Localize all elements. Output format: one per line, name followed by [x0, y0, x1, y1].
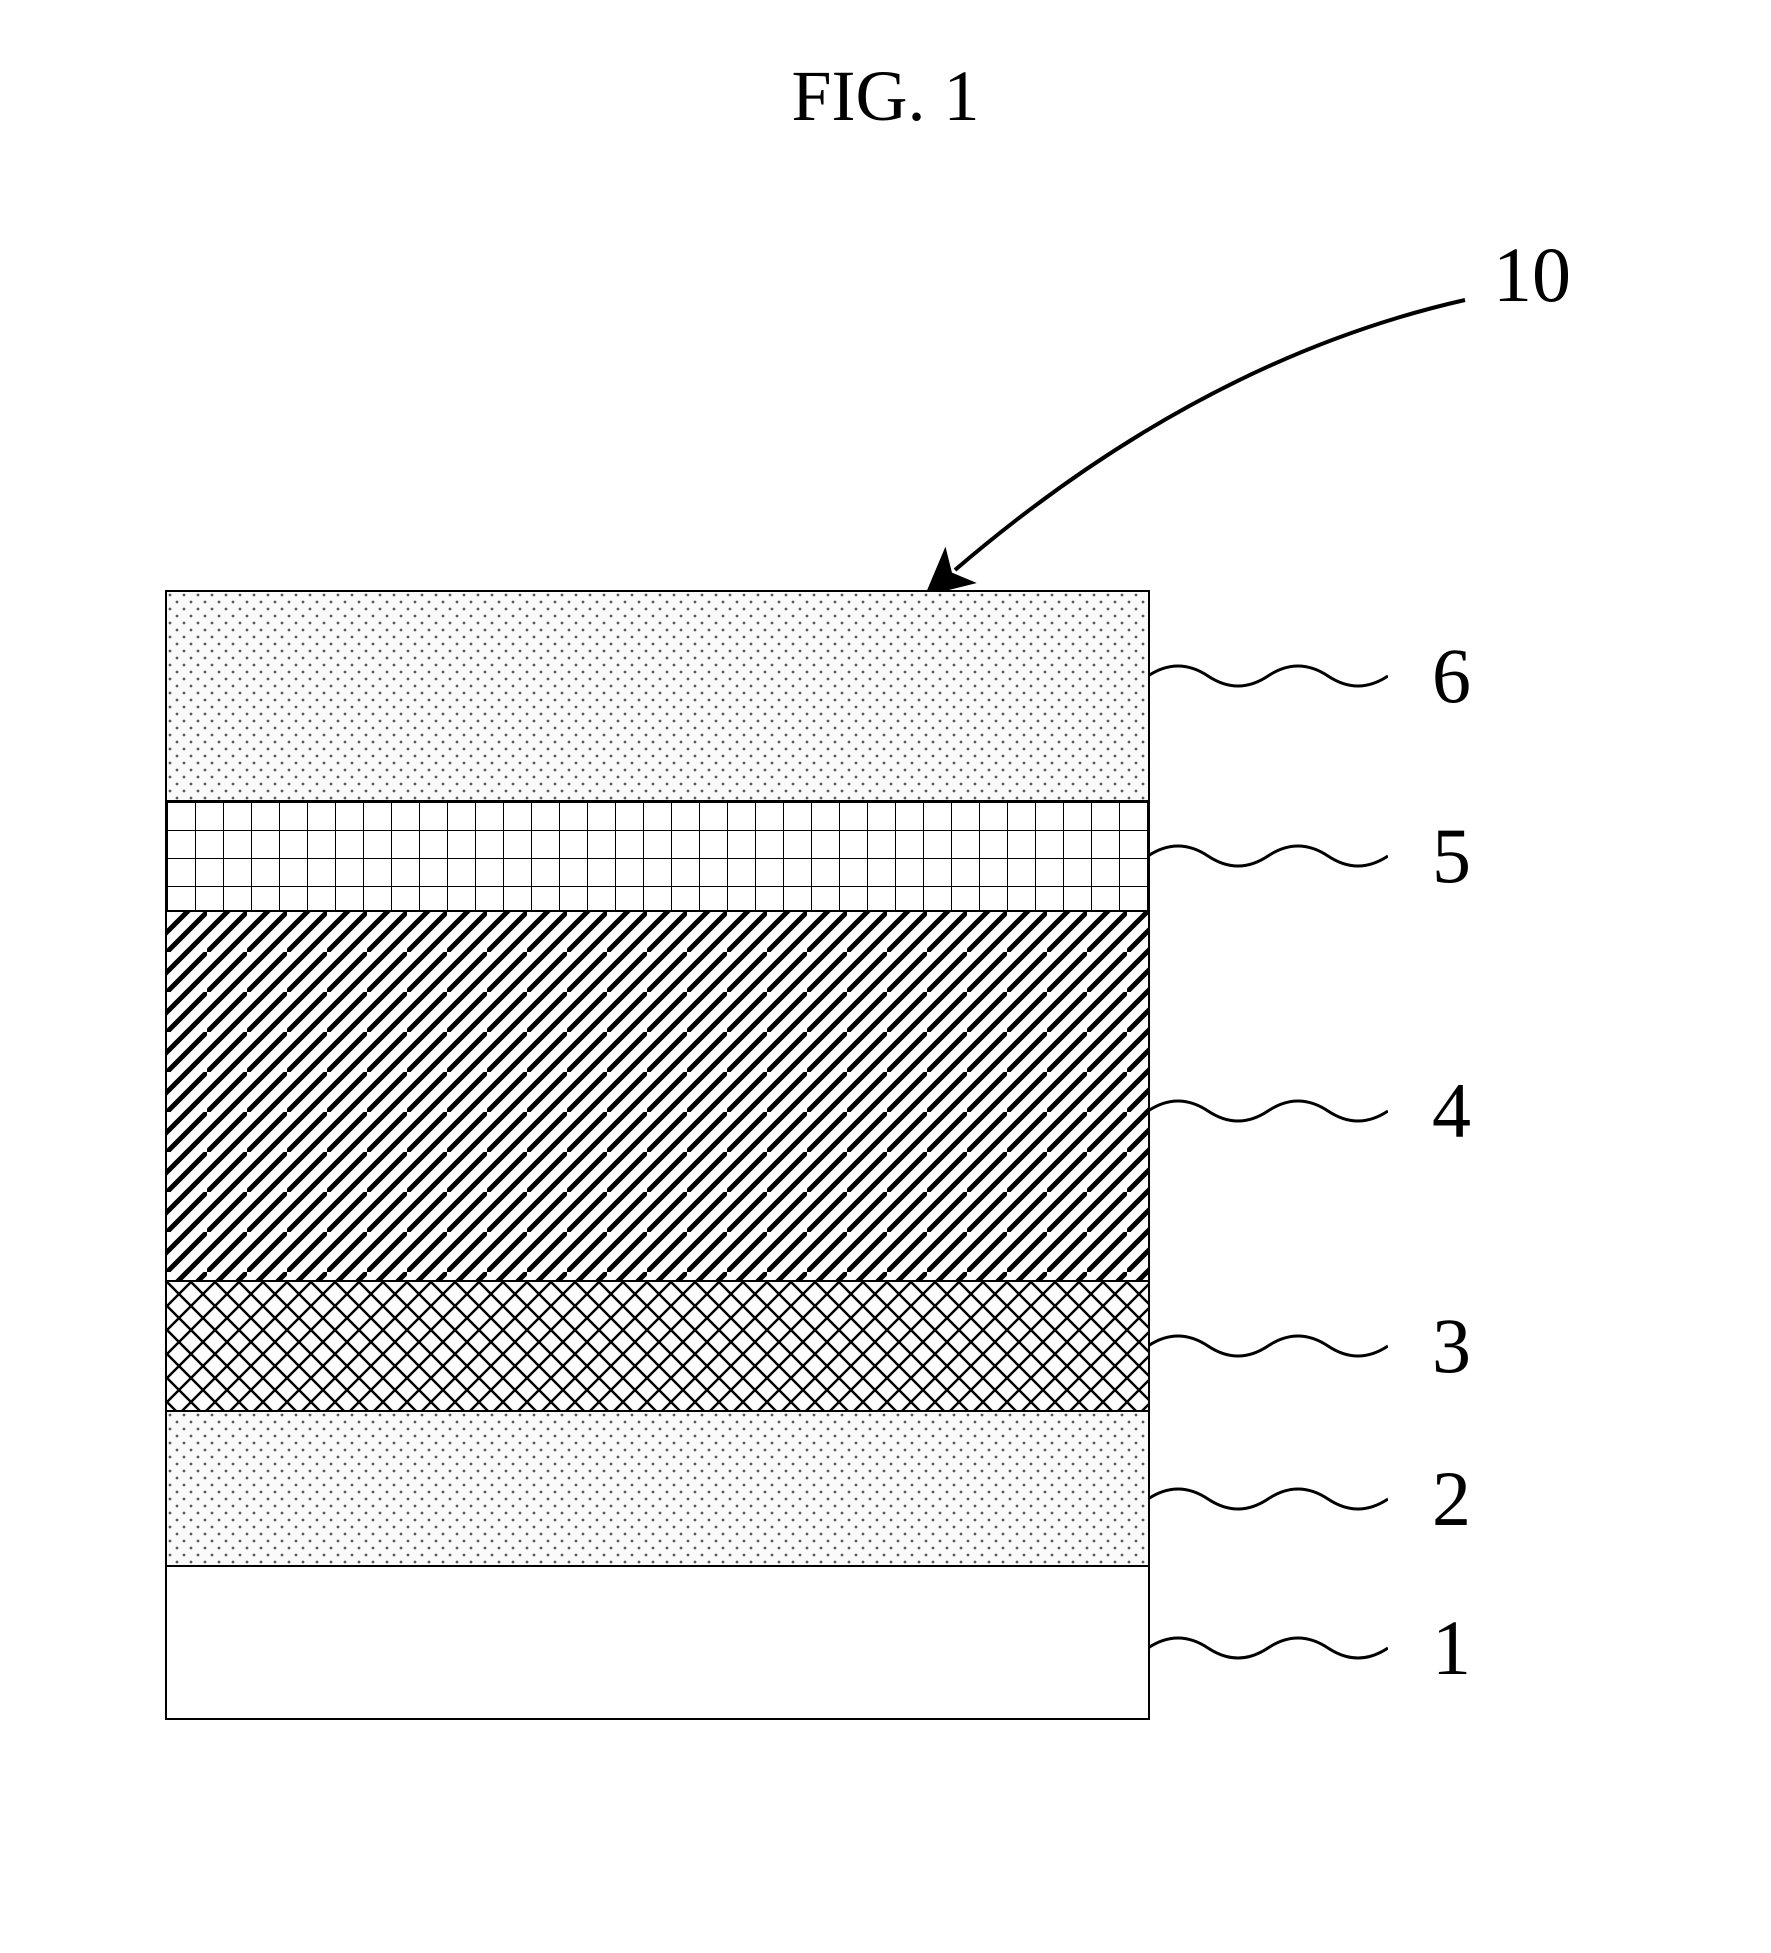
layer-6: 6 — [165, 590, 1150, 800]
layer-1: 1 — [165, 1565, 1150, 1720]
layer-label-3: 3 — [1432, 1301, 1471, 1391]
layer-label-1: 1 — [1432, 1603, 1471, 1693]
leader-line-1 — [1148, 1618, 1388, 1678]
leader-line-3 — [1148, 1316, 1388, 1376]
figure-title: FIG. 1 — [791, 55, 979, 138]
leader-line-6 — [1148, 646, 1388, 706]
leader-line-2 — [1148, 1469, 1388, 1529]
layer-label-2: 2 — [1432, 1454, 1471, 1544]
layer-3: 3 — [165, 1280, 1150, 1410]
layer-label-4: 4 — [1432, 1066, 1471, 1156]
leader-line-4 — [1148, 1081, 1388, 1141]
layer-2: 2 — [165, 1410, 1150, 1565]
layer-4: 4 — [165, 910, 1150, 1280]
layer-stack: 654321 — [165, 590, 1150, 1720]
layer-5: 5 — [165, 800, 1150, 910]
assembly-label: 10 — [1493, 230, 1571, 320]
assembly-arrow — [900, 280, 1500, 630]
layer-label-6: 6 — [1432, 631, 1471, 721]
layer-label-5: 5 — [1432, 811, 1471, 901]
leader-line-5 — [1148, 826, 1388, 886]
